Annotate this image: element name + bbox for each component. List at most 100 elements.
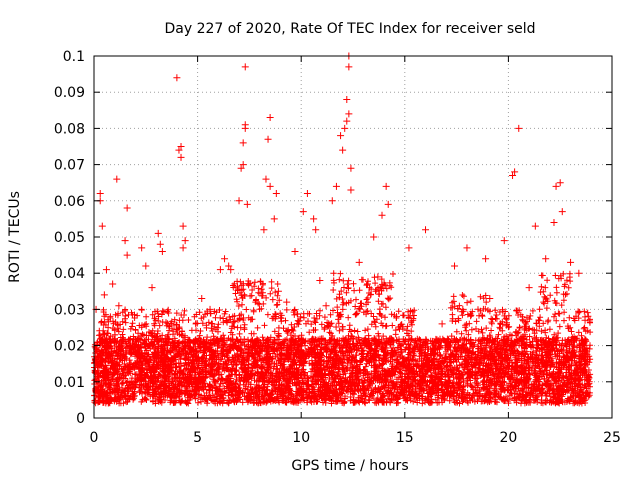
data-point [231,356,239,364]
data-point [393,313,401,321]
data-point [158,247,166,255]
data-point [272,190,280,198]
data-point [98,222,106,230]
data-point [287,374,295,382]
data-point [113,175,121,183]
data-point [525,284,533,292]
data-point [227,266,235,274]
data-point [241,124,249,132]
data-point [444,371,452,379]
data-point [299,208,307,216]
x-tick-label: 0 [90,430,99,446]
axes: 0 5 10 15 20 25 0 0.01 0.02 0.03 0.04 0.05 0.06 0.07 0… [54,49,621,446]
data-point [96,190,104,198]
data-point [310,215,318,223]
x-tick-label: 10 [292,430,310,446]
y-tick-label: 0.04 [54,266,85,282]
data-point [312,226,320,234]
data-point [343,95,351,103]
data-point [283,298,291,306]
data-point [212,367,220,375]
data-point [382,182,390,190]
data-points [92,52,593,389]
x-tick-label: 5 [193,430,202,446]
data-point [291,247,299,255]
y-tick-label: 0.01 [54,375,85,391]
point-cloud-path [91,270,594,407]
data-point [237,164,245,172]
data-point [270,215,278,223]
data-point [567,258,575,266]
data-point [316,276,324,284]
data-point [459,305,467,313]
data-point [334,363,342,371]
data-point [492,360,500,368]
data-point [235,197,243,205]
data-point [115,302,123,310]
data-point [347,164,355,172]
data-point [509,171,517,179]
data-point [339,146,347,154]
data-point [399,381,407,389]
data-point [138,244,146,252]
data-point [542,255,550,263]
data-point [175,146,183,154]
data-point [216,266,224,274]
data-point [142,262,150,270]
data-point [531,222,539,230]
data-point [181,237,189,245]
data-point [243,200,251,208]
data-point [374,273,382,281]
data-point [105,371,113,379]
data-point [239,139,247,147]
data-point [451,262,459,270]
data-point [322,302,330,310]
data-point [486,295,494,303]
data-point [581,316,589,324]
data-point [264,135,272,143]
data-point [177,143,185,150]
data-point [564,363,572,371]
y-tick-label: 0.05 [54,230,85,246]
data-point [337,132,345,140]
data-point [552,182,560,190]
data-point [100,291,108,299]
x-axis-label: GPS time / hours [291,458,408,474]
data-point [422,226,430,234]
data-point [378,211,386,219]
data-point [364,280,372,288]
data-point [303,190,311,198]
data-point [123,251,131,259]
data-point [262,175,270,183]
data-point [131,360,139,368]
data-point [343,117,351,125]
data-point [550,219,558,227]
data-point [177,153,185,161]
data-point [241,63,249,71]
data-point [417,378,425,386]
y-tick-label: 0 [76,411,85,427]
data-point [102,266,110,274]
y-tick-label: 0.06 [54,194,85,210]
data-point [169,378,177,386]
data-point [345,63,353,71]
y-tick-label: 0.02 [54,339,85,355]
y-tick-label: 0.09 [54,85,85,101]
data-point [511,168,519,176]
data-point [538,356,546,364]
dense-point-cloud [91,270,594,407]
data-point [585,378,593,386]
data-point [156,240,164,248]
data-point [148,284,156,292]
data-point [519,367,527,375]
data-point [482,255,490,263]
data-point [515,124,523,132]
data-point [332,182,340,190]
data-point [500,237,508,245]
x-tick-label: 25 [603,430,621,446]
data-point [260,226,268,234]
data-point [556,179,564,187]
y-tick-label: 0.03 [54,302,85,318]
data-point [341,124,349,132]
